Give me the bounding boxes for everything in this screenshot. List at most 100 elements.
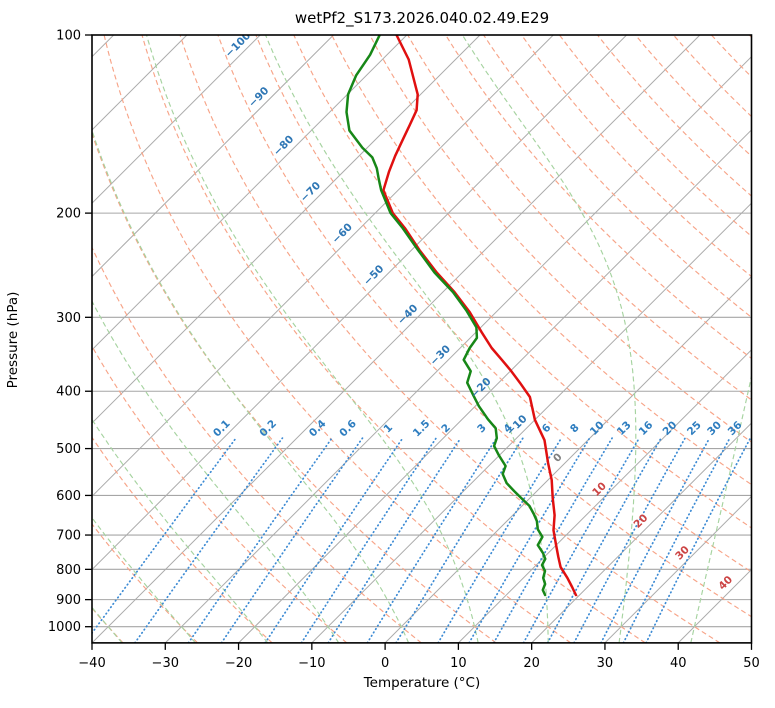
- moist-adiabat-line: [461, 35, 637, 643]
- isotherm-line: [531, 422, 752, 643]
- x-tick-label: 0: [381, 656, 389, 671]
- dry-adiabat-line: [634, 35, 752, 157]
- mixing-ratio-line: [300, 437, 437, 643]
- isotherm-line: [92, 35, 481, 424]
- mixing-ratio-label: 1.5: [411, 418, 433, 440]
- mixing-ratio-label: 2: [439, 422, 453, 436]
- mixing-ratio-label: 36: [726, 419, 745, 438]
- moist-adiabat-line: [690, 373, 752, 643]
- y-tick-label: 500: [56, 442, 81, 457]
- mixing-ratio-label: 10: [588, 419, 607, 438]
- isotherm-line: [92, 35, 188, 131]
- mixing-ratio-line: [220, 437, 364, 643]
- mixing-ratio-line: [327, 437, 462, 643]
- plot-area: −100−90−80−70−60−50−40−30−20−10010203040…: [92, 35, 752, 643]
- x-tick-label: 50: [743, 656, 760, 671]
- x-tick-label: −40: [78, 656, 105, 671]
- dry-adiabat-line: [103, 35, 572, 643]
- temperature-curve: [382, 35, 578, 597]
- mixing-ratio-line: [395, 437, 524, 643]
- moist-adiabat-line: [92, 300, 340, 643]
- mixing-ratio-line: [92, 437, 237, 635]
- mixing-ratio-line: [264, 437, 404, 643]
- isotherm-label: −40: [395, 302, 420, 327]
- mixing-ratio-label: 30: [705, 419, 724, 438]
- dry-adiabat-line: [331, 35, 752, 486]
- dry-adiabat-line: [92, 523, 199, 643]
- x-tick-label: 30: [597, 656, 614, 671]
- dry-adiabat-line: [217, 35, 752, 618]
- moist-adiabat-line: [92, 516, 196, 643]
- y-tick-label: 600: [56, 489, 81, 504]
- mixing-ratio-label: 8: [568, 422, 582, 436]
- isotherm-line: [164, 55, 752, 643]
- mixing-ratio-line: [573, 437, 686, 643]
- x-tick-label: −20: [225, 656, 252, 671]
- mixing-ratio-label: 0.4: [307, 418, 329, 440]
- y-tick-label: 1000: [48, 620, 81, 635]
- moist-adiabat-line: [92, 128, 410, 643]
- mixing-ratio-line: [600, 437, 711, 643]
- mixing-ratio-line: [546, 437, 662, 643]
- isotherm-label: 40: [716, 574, 735, 593]
- isotherm-label: 0: [551, 451, 565, 465]
- isotherm-line: [384, 275, 752, 643]
- mixing-ratio-label: 0.6: [337, 418, 359, 440]
- y-tick-label: 400: [56, 385, 81, 400]
- isotherm-line: [92, 35, 334, 278]
- dry-adiabat-line: [179, 35, 721, 643]
- y-axis-title: Pressure (hPa): [5, 291, 21, 389]
- mixing-ratio-line: [645, 437, 752, 643]
- dry-adiabat-line: [445, 35, 752, 360]
- chart-title: wetPf2_S173.2026.040.02.49.E29: [294, 9, 550, 27]
- y-tick-label: 300: [56, 311, 81, 326]
- mixing-ratio-label: 1: [381, 422, 395, 436]
- mixing-ratio-line: [187, 437, 333, 643]
- y-tick-label: 700: [56, 529, 81, 544]
- mixing-ratio-line: [522, 437, 641, 643]
- dry-adiabat-line: [255, 35, 752, 573]
- isotherm-line: [751, 642, 752, 643]
- mixing-ratio-line: [622, 437, 731, 643]
- dry-adiabat-line: [92, 436, 273, 643]
- x-axis-title: Temperature (°C): [363, 675, 481, 691]
- y-tick-label: 900: [56, 593, 81, 608]
- mixing-ratio-line: [366, 437, 498, 643]
- mixing-ratio-label: 16: [637, 419, 656, 438]
- isotherm-label: −20: [469, 376, 494, 401]
- dry-adiabat-line: [748, 35, 752, 39]
- isotherm-label: 30: [673, 544, 692, 563]
- isotherm-line: [458, 349, 752, 643]
- y-tick-label: 100: [56, 29, 81, 44]
- mixing-ratio-label: 0.2: [257, 418, 279, 440]
- mixing-ratio-label: 25: [685, 419, 704, 438]
- dewpoint-curve: [345, 35, 547, 597]
- isotherm-line: [92, 35, 554, 498]
- mixing-ratio-line: [492, 437, 613, 643]
- isotherm-line: [92, 35, 627, 571]
- mixing-ratio-line: [437, 437, 563, 643]
- x-tick-label: −30: [152, 656, 179, 671]
- mixing-ratio-label: 20: [661, 419, 680, 438]
- y-tick-label: 800: [56, 563, 81, 578]
- isotherm-label: −50: [361, 263, 386, 288]
- isotherm-label: 20: [632, 512, 651, 531]
- dry-adiabat-line: [521, 35, 752, 278]
- dry-adiabat-line: [559, 35, 752, 237]
- dry-adiabat-line: [92, 345, 348, 643]
- plot-border: [91, 34, 753, 644]
- x-tick-label: −10: [298, 656, 325, 671]
- isotherm-label: −30: [428, 343, 453, 368]
- isotherm-label: −70: [298, 180, 323, 205]
- isotherm-line: [92, 35, 701, 643]
- dry-adiabat-line: [92, 131, 497, 643]
- isotherm-label: −80: [271, 133, 296, 158]
- y-tick-label: 200: [56, 207, 81, 222]
- mixing-ratio-label: 13: [615, 419, 634, 438]
- dry-adiabat-line: [369, 35, 752, 443]
- dry-adiabat-line: [141, 35, 646, 643]
- mixing-ratio-label: 0.1: [211, 418, 233, 440]
- isotherm-label: −60: [330, 221, 355, 246]
